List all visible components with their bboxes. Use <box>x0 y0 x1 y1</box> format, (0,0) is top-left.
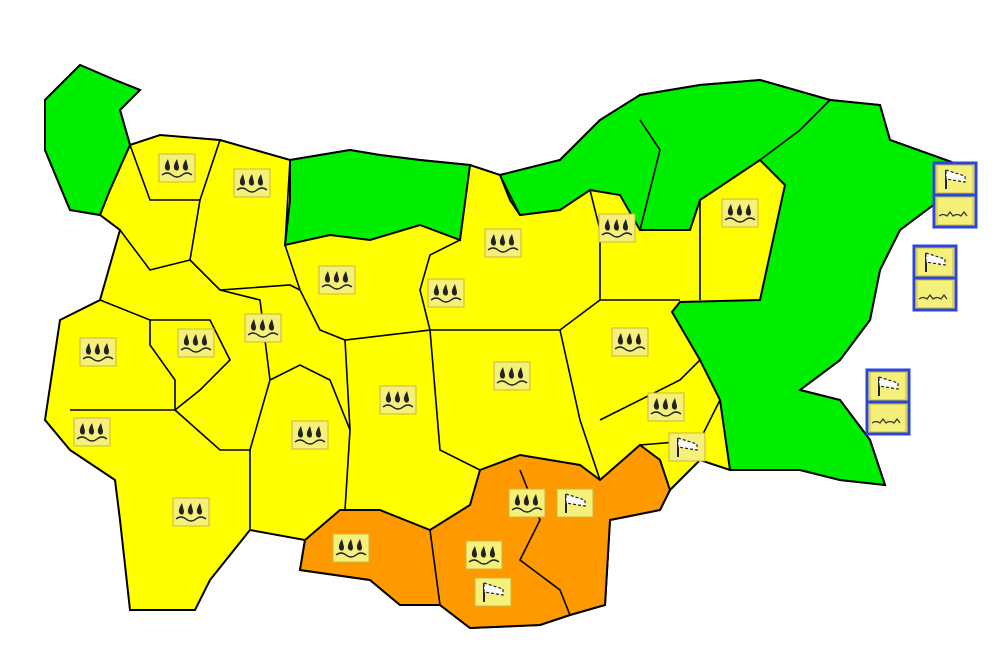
sea-warning-box <box>932 161 978 229</box>
district-border <box>559 329 601 481</box>
rain-icon <box>318 265 356 295</box>
district-border <box>199 139 221 201</box>
rain-icon <box>611 327 649 357</box>
district-border <box>150 319 231 411</box>
rain-icon <box>172 497 210 527</box>
rain-icon <box>379 385 417 415</box>
district-border <box>70 299 176 411</box>
rain-icon <box>427 278 465 308</box>
district-border <box>269 364 351 431</box>
sea-waves-icon <box>936 196 974 226</box>
rain-icon <box>484 228 522 258</box>
district-border <box>189 259 301 291</box>
district-border <box>429 529 441 606</box>
rain-icon <box>291 420 329 450</box>
rain-icon <box>177 328 215 358</box>
region-green <box>498 78 962 487</box>
wind-icon <box>916 247 954 277</box>
rain-icon <box>647 392 685 422</box>
rain-icon <box>158 153 196 183</box>
district-border <box>174 289 271 451</box>
district-border <box>759 99 831 161</box>
district-border <box>430 164 601 331</box>
wind-icon <box>556 488 594 518</box>
district-border <box>429 329 481 471</box>
region-green <box>283 148 472 247</box>
rain-icon <box>233 168 271 198</box>
rain-icon <box>508 488 546 518</box>
rain-icon <box>465 540 503 570</box>
district-border <box>599 359 701 421</box>
rain-icon <box>493 361 531 391</box>
wind-icon <box>668 432 706 462</box>
wind-icon <box>869 371 907 401</box>
rain-icon <box>721 198 759 228</box>
rain-icon <box>79 337 117 367</box>
warning-icons-layer <box>73 153 978 607</box>
wind-icon <box>474 577 512 607</box>
district-border <box>639 119 661 231</box>
sea-warning-box <box>865 368 911 436</box>
rain-icon <box>73 417 111 447</box>
rain-icon <box>598 213 636 243</box>
rain-icon <box>332 533 370 563</box>
rain-icon <box>244 313 282 343</box>
district-borders <box>70 99 831 616</box>
sea-waves-icon <box>916 279 954 309</box>
wind-icon <box>936 164 974 194</box>
sea-warning-box <box>912 244 958 312</box>
sea-waves-icon <box>869 403 907 433</box>
district-border <box>119 144 201 271</box>
